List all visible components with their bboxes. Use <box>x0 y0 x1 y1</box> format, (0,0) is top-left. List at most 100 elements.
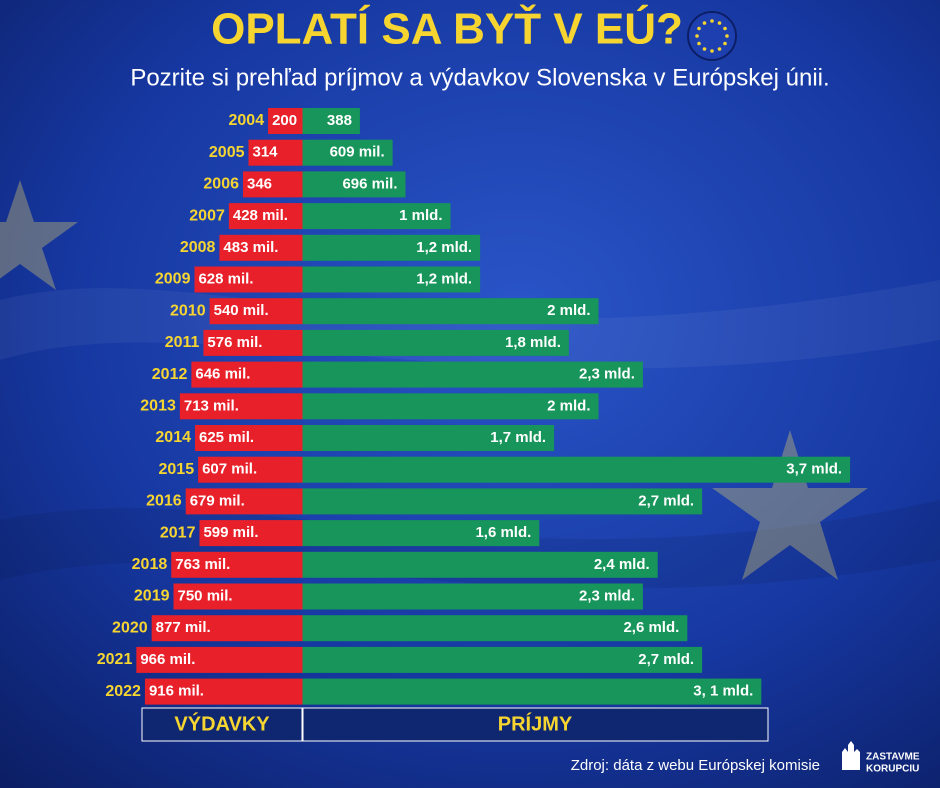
bar <box>302 425 555 451</box>
eu-star <box>723 41 727 46</box>
bar <box>302 520 540 547</box>
bar <box>302 234 481 261</box>
category-label: 2016 <box>146 493 182 510</box>
bar <box>302 203 451 230</box>
category-label: 2007 <box>189 207 225 224</box>
value-label: 713 mil. <box>184 397 239 414</box>
bar <box>242 171 303 198</box>
logo-icon <box>842 741 860 770</box>
category-label: 2006 <box>203 176 239 193</box>
category-label: 2004 <box>229 112 265 129</box>
legend-label: PRÍJMY <box>498 712 573 735</box>
bar <box>268 108 303 134</box>
logo-text: KORUPCIU <box>866 764 919 775</box>
bar <box>302 298 599 325</box>
legend-box <box>141 707 303 742</box>
category-label: 2012 <box>152 366 188 383</box>
logo-text: ZASTAVME <box>866 752 920 763</box>
value-label: 346 <box>247 175 272 192</box>
value-label: 2,7 mld. <box>638 651 694 668</box>
value-label: 628 mil. <box>198 270 253 287</box>
bar <box>198 456 303 483</box>
bar <box>302 393 599 420</box>
bar <box>179 393 303 420</box>
eu-star <box>697 41 701 46</box>
category-label: 2017 <box>160 524 196 541</box>
value-label: 2,6 mld. <box>623 619 679 636</box>
value-label: 599 mil. <box>203 524 258 541</box>
bar <box>171 551 303 578</box>
value-label: 2,3 mld. <box>579 587 635 604</box>
value-label: 314 <box>252 144 278 161</box>
chart-title: OPLATÍ SA BYŤ V EÚ? <box>211 4 683 54</box>
bar <box>302 139 393 166</box>
bar <box>195 425 303 451</box>
value-label: 1,6 mld. <box>475 524 531 541</box>
eu-star <box>717 21 722 25</box>
value-label: 2,3 mld. <box>579 366 635 383</box>
bar <box>302 108 360 134</box>
eu-star <box>697 26 701 31</box>
eu-star <box>695 34 699 38</box>
eu-star <box>710 49 714 53</box>
chart-subtitle: Pozrite si prehľad príjmov a výdavkov Sl… <box>130 64 829 91</box>
value-label: 483 mil. <box>223 239 278 256</box>
value-label: 428 mil. <box>233 207 288 224</box>
bar <box>302 361 643 388</box>
bar <box>302 583 643 610</box>
category-label: 2018 <box>132 556 168 573</box>
value-label: 3,7 mld. <box>786 461 842 478</box>
bar <box>302 488 703 515</box>
bar <box>302 171 406 198</box>
category-label: 2009 <box>155 271 191 288</box>
value-label: 916 mil. <box>149 683 204 700</box>
flag-star <box>712 430 868 580</box>
category-label: 2010 <box>170 302 206 319</box>
value-label: 1,2 mld. <box>416 270 472 287</box>
category-label: 2013 <box>140 398 176 415</box>
eu-star <box>725 34 729 38</box>
bar <box>185 488 303 515</box>
bar <box>302 615 688 642</box>
eu-star <box>710 19 714 23</box>
category-label: 2022 <box>105 683 141 700</box>
bar <box>248 139 303 166</box>
bar <box>144 678 303 705</box>
value-label: 625 mil. <box>199 429 254 446</box>
value-label: 2 mld. <box>547 397 590 414</box>
category-label: 2005 <box>209 144 245 161</box>
bar <box>136 646 303 673</box>
bar <box>203 329 303 356</box>
value-label: 646 mil. <box>195 366 250 383</box>
eu-flag-icon <box>687 11 737 61</box>
eu-star <box>723 26 727 31</box>
value-label: 2 mld. <box>547 302 590 319</box>
bar <box>302 646 703 673</box>
legend-label: VÝDAVKY <box>174 711 270 735</box>
category-label: 2014 <box>155 429 191 446</box>
value-label: 2,4 mld. <box>594 556 650 573</box>
category-label: 2019 <box>134 588 170 605</box>
bar <box>219 234 303 261</box>
value-label: 200 <box>272 112 297 129</box>
value-label: 966 mil. <box>140 651 195 668</box>
value-label: 877 mil. <box>156 619 211 636</box>
value-label: 1 mld. <box>399 207 442 224</box>
bar <box>173 583 303 610</box>
category-label: 2011 <box>165 334 200 351</box>
flag-star <box>0 180 78 290</box>
eu-star <box>702 21 707 25</box>
value-label: 679 mil. <box>190 492 245 509</box>
bar <box>302 329 569 356</box>
value-label: 2,7 mld. <box>638 492 694 509</box>
bar <box>151 615 303 642</box>
value-label: 1,7 mld. <box>490 429 546 446</box>
category-label: 2015 <box>159 461 195 478</box>
value-label: 1,8 mld. <box>505 334 561 351</box>
eu-star <box>717 47 722 51</box>
category-label: 2021 <box>97 651 133 668</box>
bar <box>302 456 851 483</box>
value-label: 696 mil. <box>342 175 397 192</box>
bar <box>302 266 481 293</box>
